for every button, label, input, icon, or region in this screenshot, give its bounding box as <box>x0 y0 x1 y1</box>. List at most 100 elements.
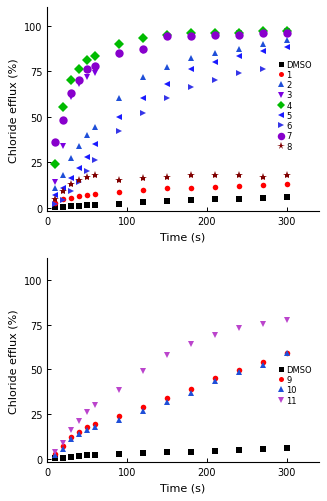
8 <box>141 176 145 182</box>
11 <box>141 368 145 374</box>
X-axis label: Time (s): Time (s) <box>160 232 206 242</box>
7 <box>77 78 81 84</box>
10 <box>285 350 289 356</box>
4 <box>165 33 169 39</box>
2 <box>141 74 145 80</box>
DMSO <box>213 448 217 454</box>
DMSO <box>85 203 89 209</box>
4 <box>261 29 265 35</box>
11 <box>53 449 57 455</box>
4 <box>77 67 81 73</box>
6 <box>285 64 289 70</box>
6 <box>53 201 57 207</box>
8 <box>189 172 193 178</box>
3 <box>77 82 81 88</box>
4 <box>285 29 289 35</box>
1 <box>85 192 89 198</box>
DMSO <box>261 195 265 201</box>
1 <box>53 200 57 206</box>
Legend: DMSO, 1, 2, 3, 4, 5, 6, 7, 8: DMSO, 1, 2, 3, 4, 5, 6, 7, 8 <box>276 58 315 154</box>
7 <box>141 47 145 53</box>
11 <box>165 352 169 358</box>
Line: DMSO: DMSO <box>52 445 289 461</box>
5 <box>61 185 65 191</box>
Line: 6: 6 <box>52 63 290 208</box>
10 <box>69 436 73 442</box>
9 <box>93 421 97 427</box>
DMSO <box>141 450 145 456</box>
DMSO <box>189 448 193 454</box>
1 <box>237 183 241 189</box>
8 <box>69 181 73 187</box>
2 <box>77 143 81 149</box>
3 <box>61 143 65 149</box>
5 <box>189 67 193 73</box>
Line: 5: 5 <box>52 45 290 199</box>
1 <box>165 186 169 192</box>
11 <box>69 427 73 433</box>
11 <box>77 418 81 424</box>
6 <box>165 96 169 102</box>
7 <box>261 31 265 37</box>
8 <box>61 189 65 195</box>
5 <box>261 49 265 55</box>
9 <box>189 386 193 392</box>
2 <box>261 42 265 48</box>
5 <box>285 45 289 51</box>
Line: 10: 10 <box>52 350 290 458</box>
7 <box>117 51 121 57</box>
11 <box>189 342 193 348</box>
4 <box>85 58 89 64</box>
9 <box>117 413 121 419</box>
9 <box>141 404 145 410</box>
11 <box>261 321 265 327</box>
7 <box>69 91 73 97</box>
3 <box>53 180 57 186</box>
1 <box>213 184 217 190</box>
9 <box>69 434 73 440</box>
2 <box>117 96 121 102</box>
4 <box>61 105 65 111</box>
8 <box>261 174 265 180</box>
11 <box>93 402 97 408</box>
6 <box>261 67 265 73</box>
4 <box>189 31 193 37</box>
10 <box>141 408 145 414</box>
DMSO <box>53 204 57 210</box>
8 <box>285 172 289 178</box>
Line: 8: 8 <box>51 171 291 203</box>
5 <box>141 96 145 102</box>
DMSO <box>285 445 289 451</box>
DMSO <box>213 197 217 203</box>
10 <box>237 369 241 375</box>
3 <box>69 94 73 100</box>
9 <box>261 359 265 365</box>
7 <box>53 140 57 146</box>
DMSO <box>77 453 81 459</box>
1 <box>189 185 193 191</box>
1 <box>61 197 65 203</box>
3 <box>237 31 241 37</box>
2 <box>93 125 97 131</box>
7 <box>93 64 97 70</box>
8 <box>85 174 89 180</box>
10 <box>93 424 97 430</box>
7 <box>61 118 65 124</box>
2 <box>189 56 193 62</box>
6 <box>213 78 217 84</box>
Line: 11: 11 <box>52 317 290 456</box>
4 <box>53 162 57 168</box>
11 <box>85 409 89 415</box>
6 <box>237 71 241 77</box>
11 <box>285 318 289 324</box>
3 <box>117 53 121 59</box>
7 <box>237 33 241 39</box>
3 <box>189 33 193 39</box>
Line: DMSO: DMSO <box>52 195 289 210</box>
3 <box>285 29 289 35</box>
2 <box>61 172 65 178</box>
DMSO <box>237 196 241 202</box>
5 <box>77 165 81 171</box>
9 <box>61 443 65 449</box>
3 <box>85 74 89 80</box>
